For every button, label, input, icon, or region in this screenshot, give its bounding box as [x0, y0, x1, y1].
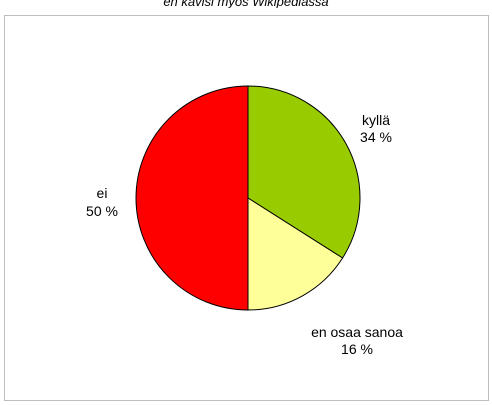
slice-value-kylla: 34 % — [360, 129, 392, 145]
pie-slice-en-osaa-sanoa — [247, 197, 344, 311]
slice-value-ei: 50 % — [86, 203, 118, 219]
pie-slice-kylla — [247, 85, 361, 259]
pie-slice-ei — [135, 85, 249, 311]
pie-labels: kyllä 34 % en osaa sanoa 16 % ei 50 % — [86, 112, 403, 357]
slice-label-en-osaa-sanoa: en osaa sanoa — [311, 324, 403, 340]
pie-slices — [135, 85, 361, 311]
top-caption: en kävisi myös Wikipediassa — [163, 0, 329, 8]
slice-value-en-osaa-sanoa: 16 % — [341, 341, 373, 357]
slice-label-ei: ei — [97, 185, 108, 201]
slice-label-kylla: kyllä — [362, 112, 390, 128]
